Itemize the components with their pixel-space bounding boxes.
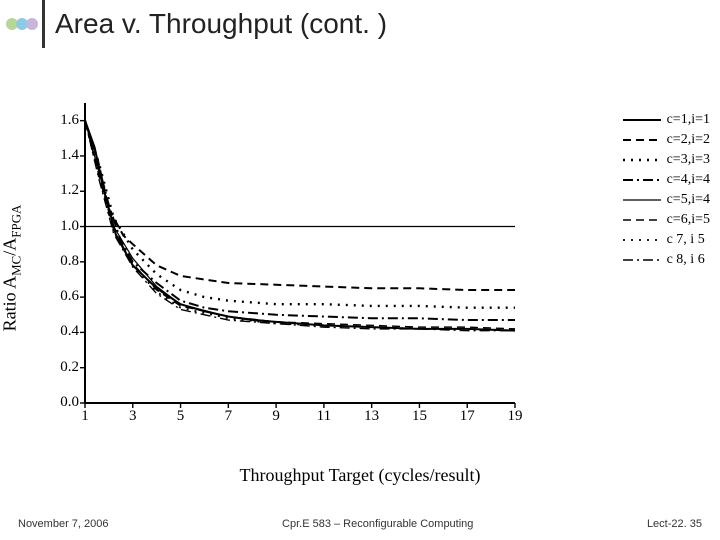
legend-swatch [623, 151, 661, 169]
legend-swatch [623, 191, 661, 209]
legend-row: c 8, i 6 [623, 250, 710, 270]
legend-label: c=2,i=2 [667, 132, 710, 148]
legend-label: c=6,i=5 [667, 212, 710, 228]
page-title: Area v. Throughput (cont. ) [55, 8, 387, 40]
xtick-label: 19 [505, 408, 525, 425]
ytick-label: 0.2 [53, 359, 79, 376]
legend-row: c=6,i=5 [623, 210, 710, 230]
legend-label: c=5,i=4 [667, 192, 710, 208]
legend-swatch [623, 251, 661, 269]
x-axis-label: Throughput Target (cycles/result) [239, 465, 480, 486]
y-axis-label: Ratio AMC/AFPGA [0, 205, 24, 332]
legend-row: c=1,i=1 [623, 110, 710, 130]
xtick-label: 15 [409, 408, 429, 425]
legend-swatch [623, 211, 661, 229]
xtick-label: 7 [218, 408, 238, 425]
footer-right: Lect-22. 35 [647, 518, 702, 530]
legend-label: c=1,i=1 [667, 112, 710, 128]
ytick-label: 0.6 [53, 288, 79, 305]
legend-swatch [623, 171, 661, 189]
legend-swatch [623, 111, 661, 129]
legend-row: c=4,i=4 [623, 170, 710, 190]
ytick-label: 1.6 [53, 112, 79, 129]
legend-row: c 7, i 5 [623, 230, 710, 250]
legend-swatch [623, 231, 661, 249]
ytick-label: 1.4 [53, 147, 79, 164]
legend-label: c 7, i 5 [667, 232, 705, 248]
chart-container: Ratio AMC/AFPGA Throughput Target (cycle… [50, 98, 670, 438]
chart-legend: c=1,i=1 c=2,i=2 c=3,i=3 c=4,i=4 c=5,i=4 c=6,i… [623, 110, 710, 270]
line-chart [80, 98, 520, 408]
legend-label: c 8, i 6 [667, 252, 705, 268]
xtick-label: 13 [362, 408, 382, 425]
legend-row: c=3,i=3 [623, 150, 710, 170]
xtick-label: 1 [75, 408, 95, 425]
footer-date: November 7, 2006 [18, 518, 109, 530]
legend-label: c=4,i=4 [667, 172, 710, 188]
ytick-label: 1.2 [53, 182, 79, 199]
ytick-label: 0.8 [53, 253, 79, 270]
legend-swatch [623, 131, 661, 149]
bullet-dots [0, 18, 36, 30]
xtick-label: 11 [314, 408, 334, 425]
legend-row: c=5,i=4 [623, 190, 710, 210]
slide-header: Area v. Throughput (cont. ) [0, 0, 387, 48]
xtick-label: 9 [266, 408, 286, 425]
title-rule: Area v. Throughput (cont. ) [42, 0, 387, 48]
ytick-label: 0.4 [53, 323, 79, 340]
slide-footer: November 7, 2006 Cpr.E 583 – Reconfigura… [0, 518, 720, 530]
ytick-label: 1.0 [53, 218, 79, 235]
footer-center: Cpr.E 583 – Reconfigurable Computing [282, 518, 473, 530]
legend-label: c=3,i=3 [667, 152, 710, 168]
xtick-label: 3 [123, 408, 143, 425]
xtick-label: 17 [457, 408, 477, 425]
xtick-label: 5 [171, 408, 191, 425]
legend-row: c=2,i=2 [623, 130, 710, 150]
dot-3 [26, 18, 38, 30]
